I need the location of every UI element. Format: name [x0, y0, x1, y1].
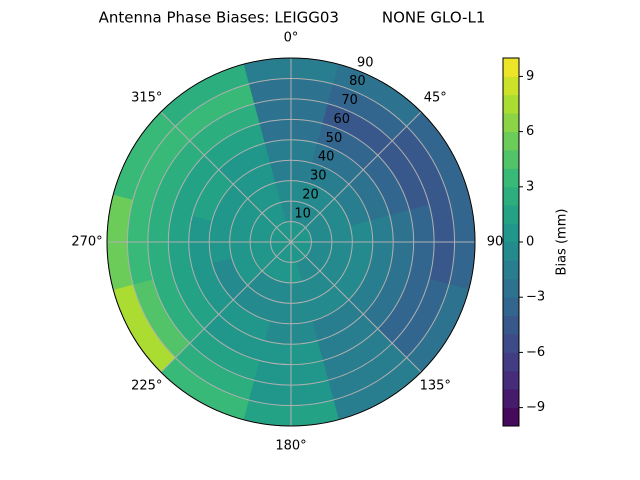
r-tick-label: 60	[333, 112, 350, 127]
colorbar-tick-label: 3	[526, 179, 534, 194]
colorbar-tick-label: 0	[526, 235, 534, 250]
theta-tick-label: 270°	[71, 235, 102, 250]
theta-tick-label: 45°	[424, 90, 447, 105]
colorbar-band	[503, 113, 519, 132]
colorbar-tick-label: 6	[526, 124, 534, 139]
theta-tick-label: 135°	[420, 379, 451, 394]
r-tick-label: 30	[310, 169, 327, 184]
colorbar-band	[503, 205, 519, 224]
colorbar-band	[503, 297, 519, 316]
r-tick-label: 10	[294, 206, 311, 221]
colorbar-band	[503, 260, 519, 280]
colorbar-band	[503, 94, 519, 114]
colorbar-band	[503, 389, 519, 408]
theta-tick-label: 90	[487, 235, 504, 250]
chart-title: Antenna Phase Biases: LEIGG03 NONE GLO-L…	[99, 9, 486, 27]
colorbar-band	[503, 334, 519, 353]
polar-grid	[106, 57, 476, 427]
polar-labels: 0° 45° 90 135° 180° 225° 270° 315° 10 20 30 40 50 60 7…	[71, 31, 503, 454]
theta-tick-label: 225°	[131, 379, 162, 394]
colorbar-band	[503, 131, 519, 151]
colorbar-tick-label: −3	[526, 290, 545, 305]
r-tick-label: 90	[357, 55, 374, 70]
polar-frame	[106, 57, 476, 427]
colorbar-band	[503, 370, 519, 390]
colorbar-band	[503, 58, 519, 77]
colorbar-band	[503, 150, 519, 169]
colorbar: −9 −6 −3 0 3 6 9 Bias (mm)	[502, 57, 570, 427]
theta-tick-label: 180°	[275, 439, 306, 454]
theta-grid-line	[160, 111, 292, 243]
colorbar-label: Bias (mm)	[555, 209, 570, 276]
colorbar-band	[503, 168, 519, 188]
colorbar-band	[503, 352, 519, 372]
theta-tick-label: 315°	[131, 90, 162, 105]
theta-tick-label: 0°	[284, 31, 299, 46]
colorbar-tick-label: −9	[526, 400, 545, 415]
r-tick-label: 70	[341, 93, 358, 108]
colorbar-band	[503, 76, 519, 96]
colorbar-band	[503, 315, 519, 335]
r-tick-label: 80	[349, 74, 366, 89]
theta-grid-line	[290, 111, 422, 243]
theta-grid-line	[160, 241, 292, 373]
r-tick-label: 50	[326, 131, 343, 146]
r-tick-label: 20	[302, 187, 319, 202]
colorbar-band	[503, 407, 519, 427]
colorbar-tick-label: 9	[526, 69, 534, 84]
colorbar-band	[503, 278, 519, 298]
colorbar-band	[503, 186, 519, 206]
r-tick-label: 40	[318, 150, 335, 165]
theta-grid-line	[290, 241, 422, 373]
colorbar-tick-label: −6	[526, 345, 545, 360]
colorbar-band	[503, 223, 519, 243]
colorbar-band	[503, 242, 519, 261]
